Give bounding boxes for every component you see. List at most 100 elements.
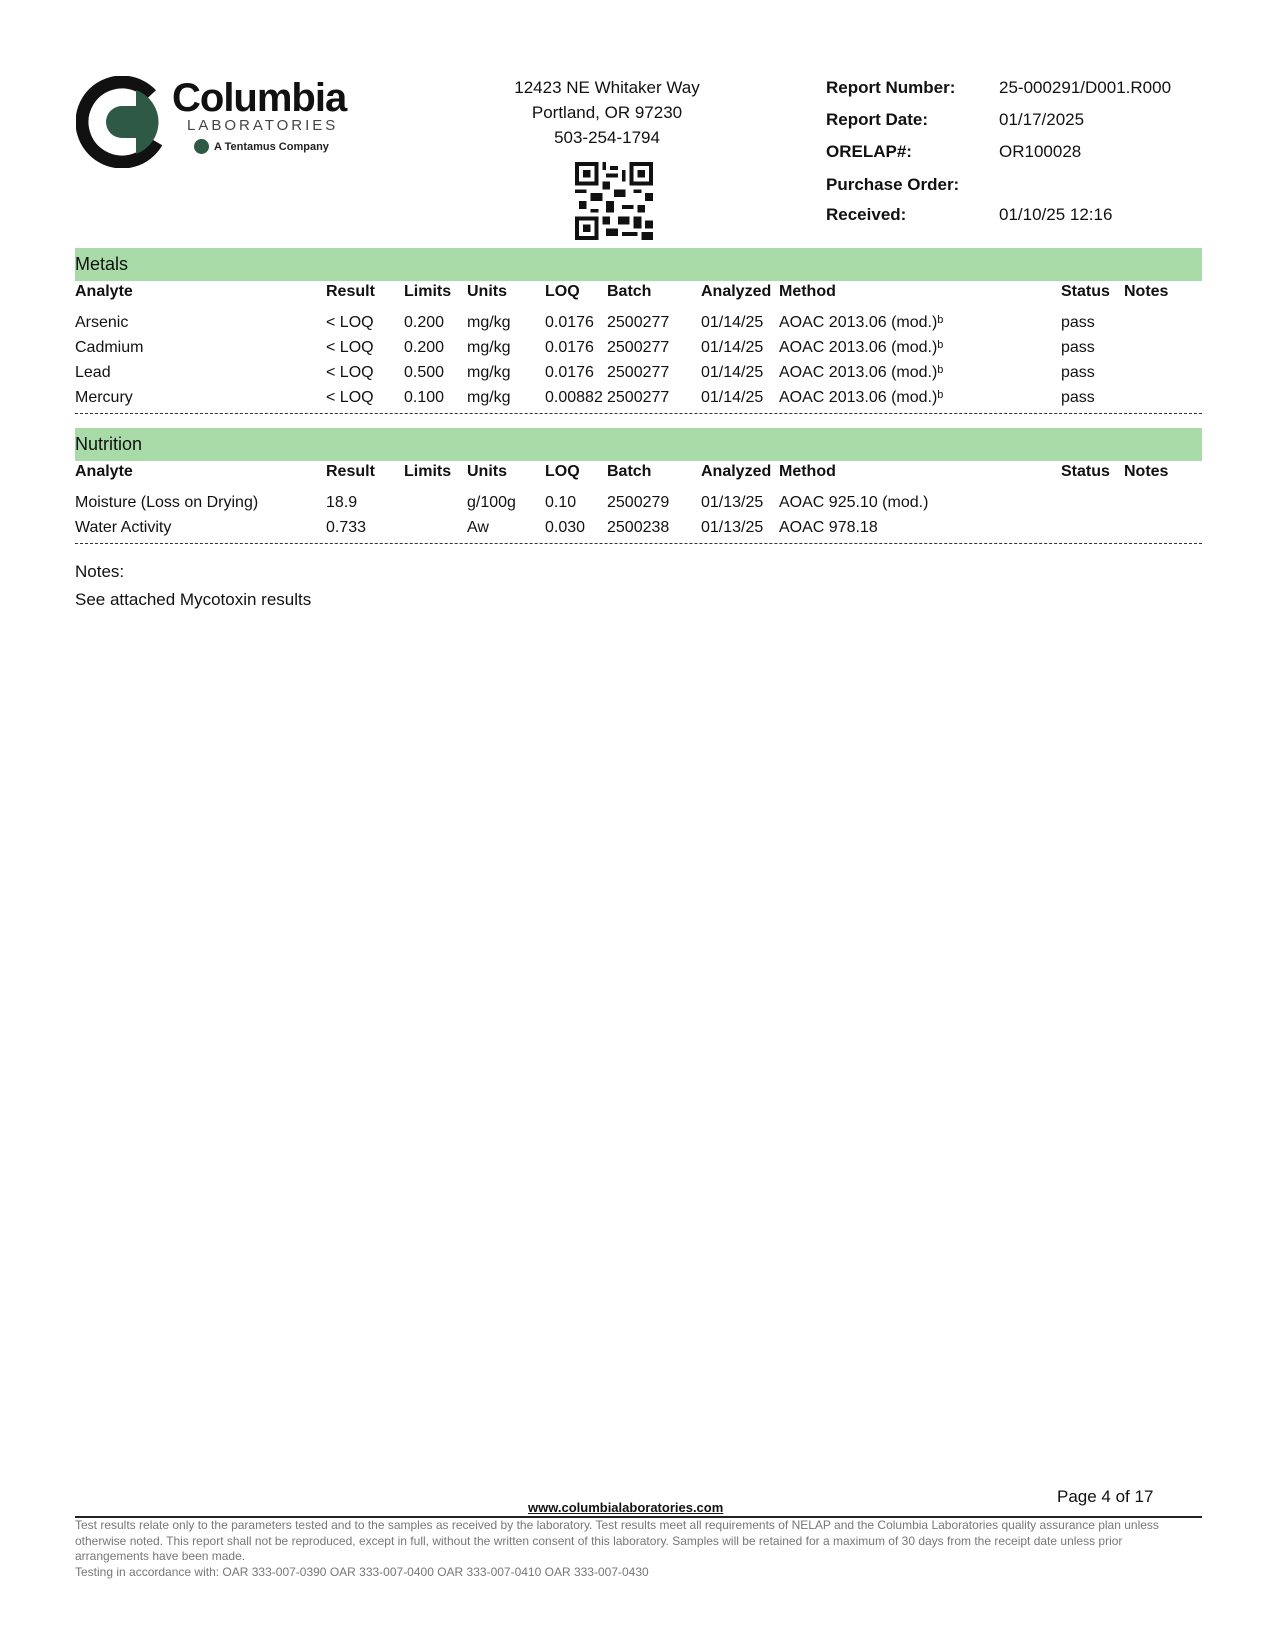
cell-limits: 0.500 <box>404 364 445 381</box>
received-label: Received: <box>826 205 907 224</box>
address-line: Portland, OR 97230 <box>531 103 683 122</box>
cell-result: 0.733 <box>326 519 367 536</box>
address-line: 12423 NE Whitaker Way <box>514 78 700 97</box>
cell-result: < LOQ <box>326 389 374 406</box>
column-header-result: Result <box>326 463 375 480</box>
received-value: 01/10/25 12:16 <box>999 205 1113 224</box>
testing-statement: Testing in accordance with: OAR 333-007-… <box>75 1565 649 1579</box>
cell-analyzed: 01/13/25 <box>701 519 764 536</box>
cell-units: mg/kg <box>467 389 511 406</box>
section-nutrition: Nutrition <box>75 428 1202 461</box>
column-header-analyzed: Analyzed <box>701 283 772 300</box>
tentamus-icon <box>194 139 209 154</box>
cell-method: AOAC 2013.06 (mod.)ᵇ <box>779 339 944 356</box>
cell-units: mg/kg <box>467 339 511 356</box>
cell-analyte: Arsenic <box>75 314 129 331</box>
cell-method: AOAC 2013.06 (mod.)ᵇ <box>779 314 944 331</box>
footer-rule <box>75 1516 1202 1518</box>
section-title: Nutrition <box>75 434 143 454</box>
column-header-analyte: Analyte <box>75 283 133 300</box>
cell-method: AOAC 978.18 <box>779 519 878 536</box>
column-header-analyzed: Analyzed <box>701 463 772 480</box>
cell-analyte: Cadmium <box>75 339 144 356</box>
cell-batch: 2500277 <box>607 314 670 331</box>
column-header-limits: Limits <box>404 463 452 480</box>
qr-code-icon <box>575 162 653 240</box>
column-header-result: Result <box>326 283 375 300</box>
cell-status: pass <box>1061 389 1095 406</box>
cell-units: g/100g <box>467 494 516 511</box>
cell-result: < LOQ <box>326 339 374 356</box>
website-link[interactable]: www.columbialaboratories.com <box>528 1500 724 1515</box>
column-header-method: Method <box>779 463 836 480</box>
cell-batch: 2500279 <box>607 494 670 511</box>
cell-analyte: Moisture (Loss on Drying) <box>75 494 259 511</box>
column-header-units: Units <box>467 463 507 480</box>
cell-status: pass <box>1061 364 1095 381</box>
logo-name: Columbia <box>172 76 347 120</box>
cell-analyzed: 01/13/25 <box>701 494 764 511</box>
cell-analyte: Lead <box>75 364 111 381</box>
cell-loq: 0.00882 <box>545 389 603 406</box>
column-header-batch: Batch <box>607 283 652 300</box>
cell-batch: 2500277 <box>607 364 670 381</box>
column-header-notes: Notes <box>1124 463 1169 480</box>
orelap-value: OR100028 <box>999 142 1082 161</box>
cell-analyzed: 01/14/25 <box>701 339 764 356</box>
column-header-status: Status <box>1061 283 1110 300</box>
cell-loq: 0.030 <box>545 519 586 536</box>
column-header-loq: LOQ <box>545 283 580 300</box>
logo-tagline: A Tentamus Company <box>214 141 329 153</box>
cell-result: < LOQ <box>326 314 374 331</box>
column-header-analyte: Analyte <box>75 463 133 480</box>
cell-limits: 0.100 <box>404 389 445 406</box>
cell-result: 18.9 <box>326 494 358 511</box>
report-number-label: Report Number: <box>826 78 956 97</box>
section-title: Metals <box>75 254 129 274</box>
report-number-value: 25-000291/D001.R000 <box>999 78 1172 97</box>
cell-method: AOAC 2013.06 (mod.)ᵇ <box>779 389 944 406</box>
cell-units: mg/kg <box>467 364 511 381</box>
column-header-batch: Batch <box>607 463 652 480</box>
notes-text: See attached Mycotoxin results <box>75 590 312 609</box>
notes-label: Notes: <box>75 562 125 581</box>
cell-result: < LOQ <box>326 364 374 381</box>
column-header-limits: Limits <box>404 283 452 300</box>
cell-units: mg/kg <box>467 314 511 331</box>
cell-analyte: Water Activity <box>75 519 172 536</box>
cell-batch: 2500277 <box>607 339 670 356</box>
phone: 503-254-1794 <box>554 128 660 147</box>
column-header-units: Units <box>467 283 507 300</box>
cell-loq: 0.0176 <box>545 364 594 381</box>
cell-units: Aw <box>467 519 489 536</box>
cell-method: AOAC 925.10 (mod.) <box>779 494 929 511</box>
purchase-order-label: Purchase Order: <box>826 175 960 194</box>
cell-analyzed: 01/14/25 <box>701 389 764 406</box>
cell-limits: 0.200 <box>404 314 445 331</box>
section-metals: Metals <box>75 248 1202 281</box>
column-header-status: Status <box>1061 463 1110 480</box>
disclaimer: Test results relate only to the paramete… <box>75 1518 1159 1563</box>
column-header-loq: LOQ <box>545 463 580 480</box>
cell-method: AOAC 2013.06 (mod.)ᵇ <box>779 364 944 381</box>
cell-limits: 0.200 <box>404 339 445 356</box>
cell-analyzed: 01/14/25 <box>701 364 764 381</box>
report-date-label: Report Date: <box>826 110 929 129</box>
cell-loq: 0.0176 <box>545 339 594 356</box>
column-header-notes: Notes <box>1124 283 1169 300</box>
logo-mark-icon <box>76 76 169 168</box>
cell-status: pass <box>1061 339 1095 356</box>
cell-status: pass <box>1061 314 1095 331</box>
page-number: Page 4 of 17 <box>1057 1487 1154 1506</box>
divider <box>75 543 1202 544</box>
divider <box>75 413 1202 414</box>
cell-analyzed: 01/14/25 <box>701 314 764 331</box>
cell-batch: 2500277 <box>607 389 670 406</box>
cell-analyte: Mercury <box>75 389 133 406</box>
logo-sub: LABORATORIES <box>187 117 339 134</box>
cell-loq: 0.0176 <box>545 314 594 331</box>
column-header-method: Method <box>779 283 836 300</box>
orelap-label: ORELAP#: <box>826 142 912 161</box>
cell-loq: 0.10 <box>545 494 577 511</box>
cell-batch: 2500238 <box>607 519 670 536</box>
